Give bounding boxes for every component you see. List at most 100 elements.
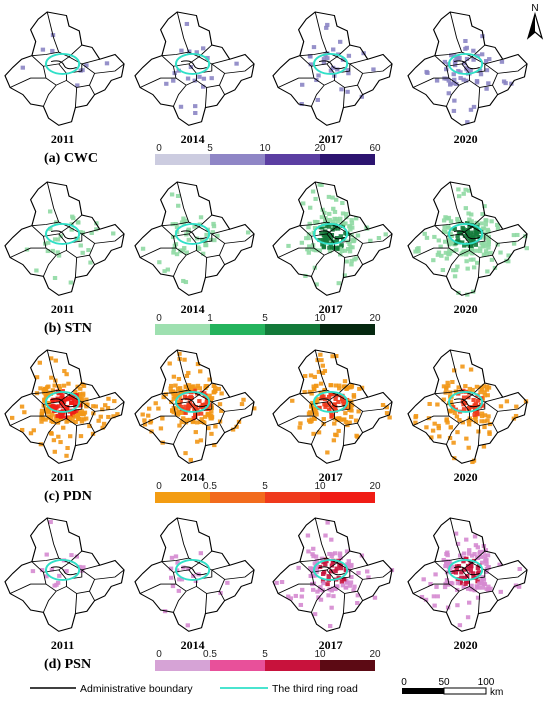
panel-pdn: 2011 2014 2017 2020 (c) PDN 0 0.5 5 10 20 [5, 350, 528, 504]
density-cell [175, 193, 181, 198]
river-line [180, 60, 207, 70]
density-cell [51, 438, 57, 443]
density-cell [56, 253, 62, 258]
density-cell [331, 47, 336, 52]
density-cell [348, 407, 353, 412]
density-cell [333, 396, 338, 402]
density-cell [445, 553, 450, 558]
density-cell [482, 419, 487, 424]
density-cell [484, 218, 489, 223]
density-cell [469, 230, 474, 235]
density-cell [435, 402, 440, 407]
density-cell [50, 399, 55, 404]
density-cell [174, 406, 179, 411]
density-cell [177, 351, 182, 356]
density-cell [78, 386, 83, 391]
density-cell [50, 412, 55, 417]
density-cell [447, 82, 453, 87]
density-cell [195, 391, 200, 396]
density-cell [322, 210, 327, 215]
district-boundary-inner [10, 182, 124, 278]
legend-color-swatch [155, 492, 210, 503]
density-cell [49, 419, 54, 424]
scale-tick-label: 100 [478, 677, 495, 688]
district-boundary-inner [140, 12, 254, 108]
density-cell [474, 228, 480, 233]
density-cell [432, 603, 437, 608]
density-cell [336, 399, 341, 404]
density-cell [202, 420, 207, 425]
density-cell [343, 585, 348, 590]
density-cell [69, 401, 74, 406]
density-cell [331, 403, 337, 408]
density-cell [329, 569, 334, 574]
density-cell [80, 250, 85, 255]
density-cell [488, 250, 493, 255]
density-cell [320, 579, 326, 584]
density-cell [38, 386, 43, 391]
density-cell [455, 219, 461, 224]
density-cell [153, 401, 158, 406]
density-cell [475, 579, 480, 584]
density-cell [471, 458, 477, 463]
density-cell [208, 397, 214, 402]
density-cell [184, 21, 190, 26]
density-cell [200, 402, 206, 407]
density-cell [445, 420, 450, 425]
density-cell [61, 404, 66, 409]
density-cell [449, 234, 454, 239]
density-cell [312, 406, 318, 411]
density-cell [446, 224, 451, 229]
density-cell [478, 72, 484, 77]
density-cell [174, 252, 180, 257]
density-cell [332, 406, 338, 411]
density-cell [475, 556, 481, 561]
density-cell [457, 553, 463, 558]
legend-tick-label: 60 [369, 143, 381, 154]
density-cell [487, 57, 492, 62]
density-cell [44, 574, 49, 579]
legend-tick-label: 20 [369, 313, 381, 324]
density-cell [442, 59, 448, 64]
density-cell [467, 551, 472, 556]
density-cell [308, 205, 313, 210]
density-cell [338, 234, 344, 239]
density-cell [333, 393, 338, 398]
river-line [180, 398, 207, 408]
density-cell [199, 417, 204, 422]
density-cell [484, 86, 489, 91]
density-cell [481, 240, 487, 245]
map-psn-2011 [5, 518, 124, 631]
density-cell [337, 386, 342, 391]
density-cell [323, 562, 328, 567]
density-cell [456, 187, 461, 192]
density-cell [460, 420, 465, 425]
density-cell [65, 445, 70, 451]
density-cell [182, 394, 188, 399]
panel-title: (a) CWC [44, 151, 98, 166]
density-cell [319, 231, 324, 236]
density-cell [348, 227, 353, 232]
density-cell [349, 262, 354, 267]
density-cell [446, 91, 451, 96]
river-line [50, 230, 77, 240]
density-cell [176, 399, 181, 404]
district-boundary [135, 12, 254, 125]
density-cell [336, 281, 341, 286]
density-cell [68, 280, 74, 285]
density-cell [464, 66, 469, 71]
density-cell [444, 67, 449, 72]
density-cell [314, 558, 320, 563]
density-cell [335, 219, 341, 224]
density-cell [355, 601, 360, 606]
density-cell [342, 248, 348, 253]
density-cell [435, 594, 440, 599]
legend-tick-label: 0 [156, 649, 162, 660]
density-cell [416, 249, 421, 254]
density-cell [332, 216, 337, 221]
density-cell [182, 410, 187, 415]
density-cell [344, 211, 349, 216]
density-cell [174, 568, 180, 573]
density-cell [73, 401, 78, 406]
density-cell [61, 383, 67, 388]
